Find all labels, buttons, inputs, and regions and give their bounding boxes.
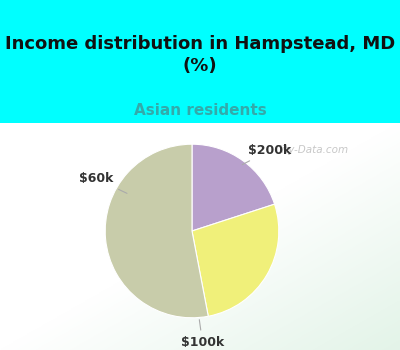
Text: $100k: $100k: [181, 320, 224, 349]
Text: $60k: $60k: [79, 173, 127, 193]
Wedge shape: [192, 144, 274, 231]
Text: Income distribution in Hampstead, MD
(%): Income distribution in Hampstead, MD (%): [5, 35, 395, 75]
Text: City-Data.com: City-Data.com: [275, 145, 349, 155]
Text: $200k: $200k: [242, 144, 292, 164]
Wedge shape: [105, 144, 208, 318]
Text: Asian residents: Asian residents: [134, 103, 266, 118]
Wedge shape: [192, 204, 279, 316]
